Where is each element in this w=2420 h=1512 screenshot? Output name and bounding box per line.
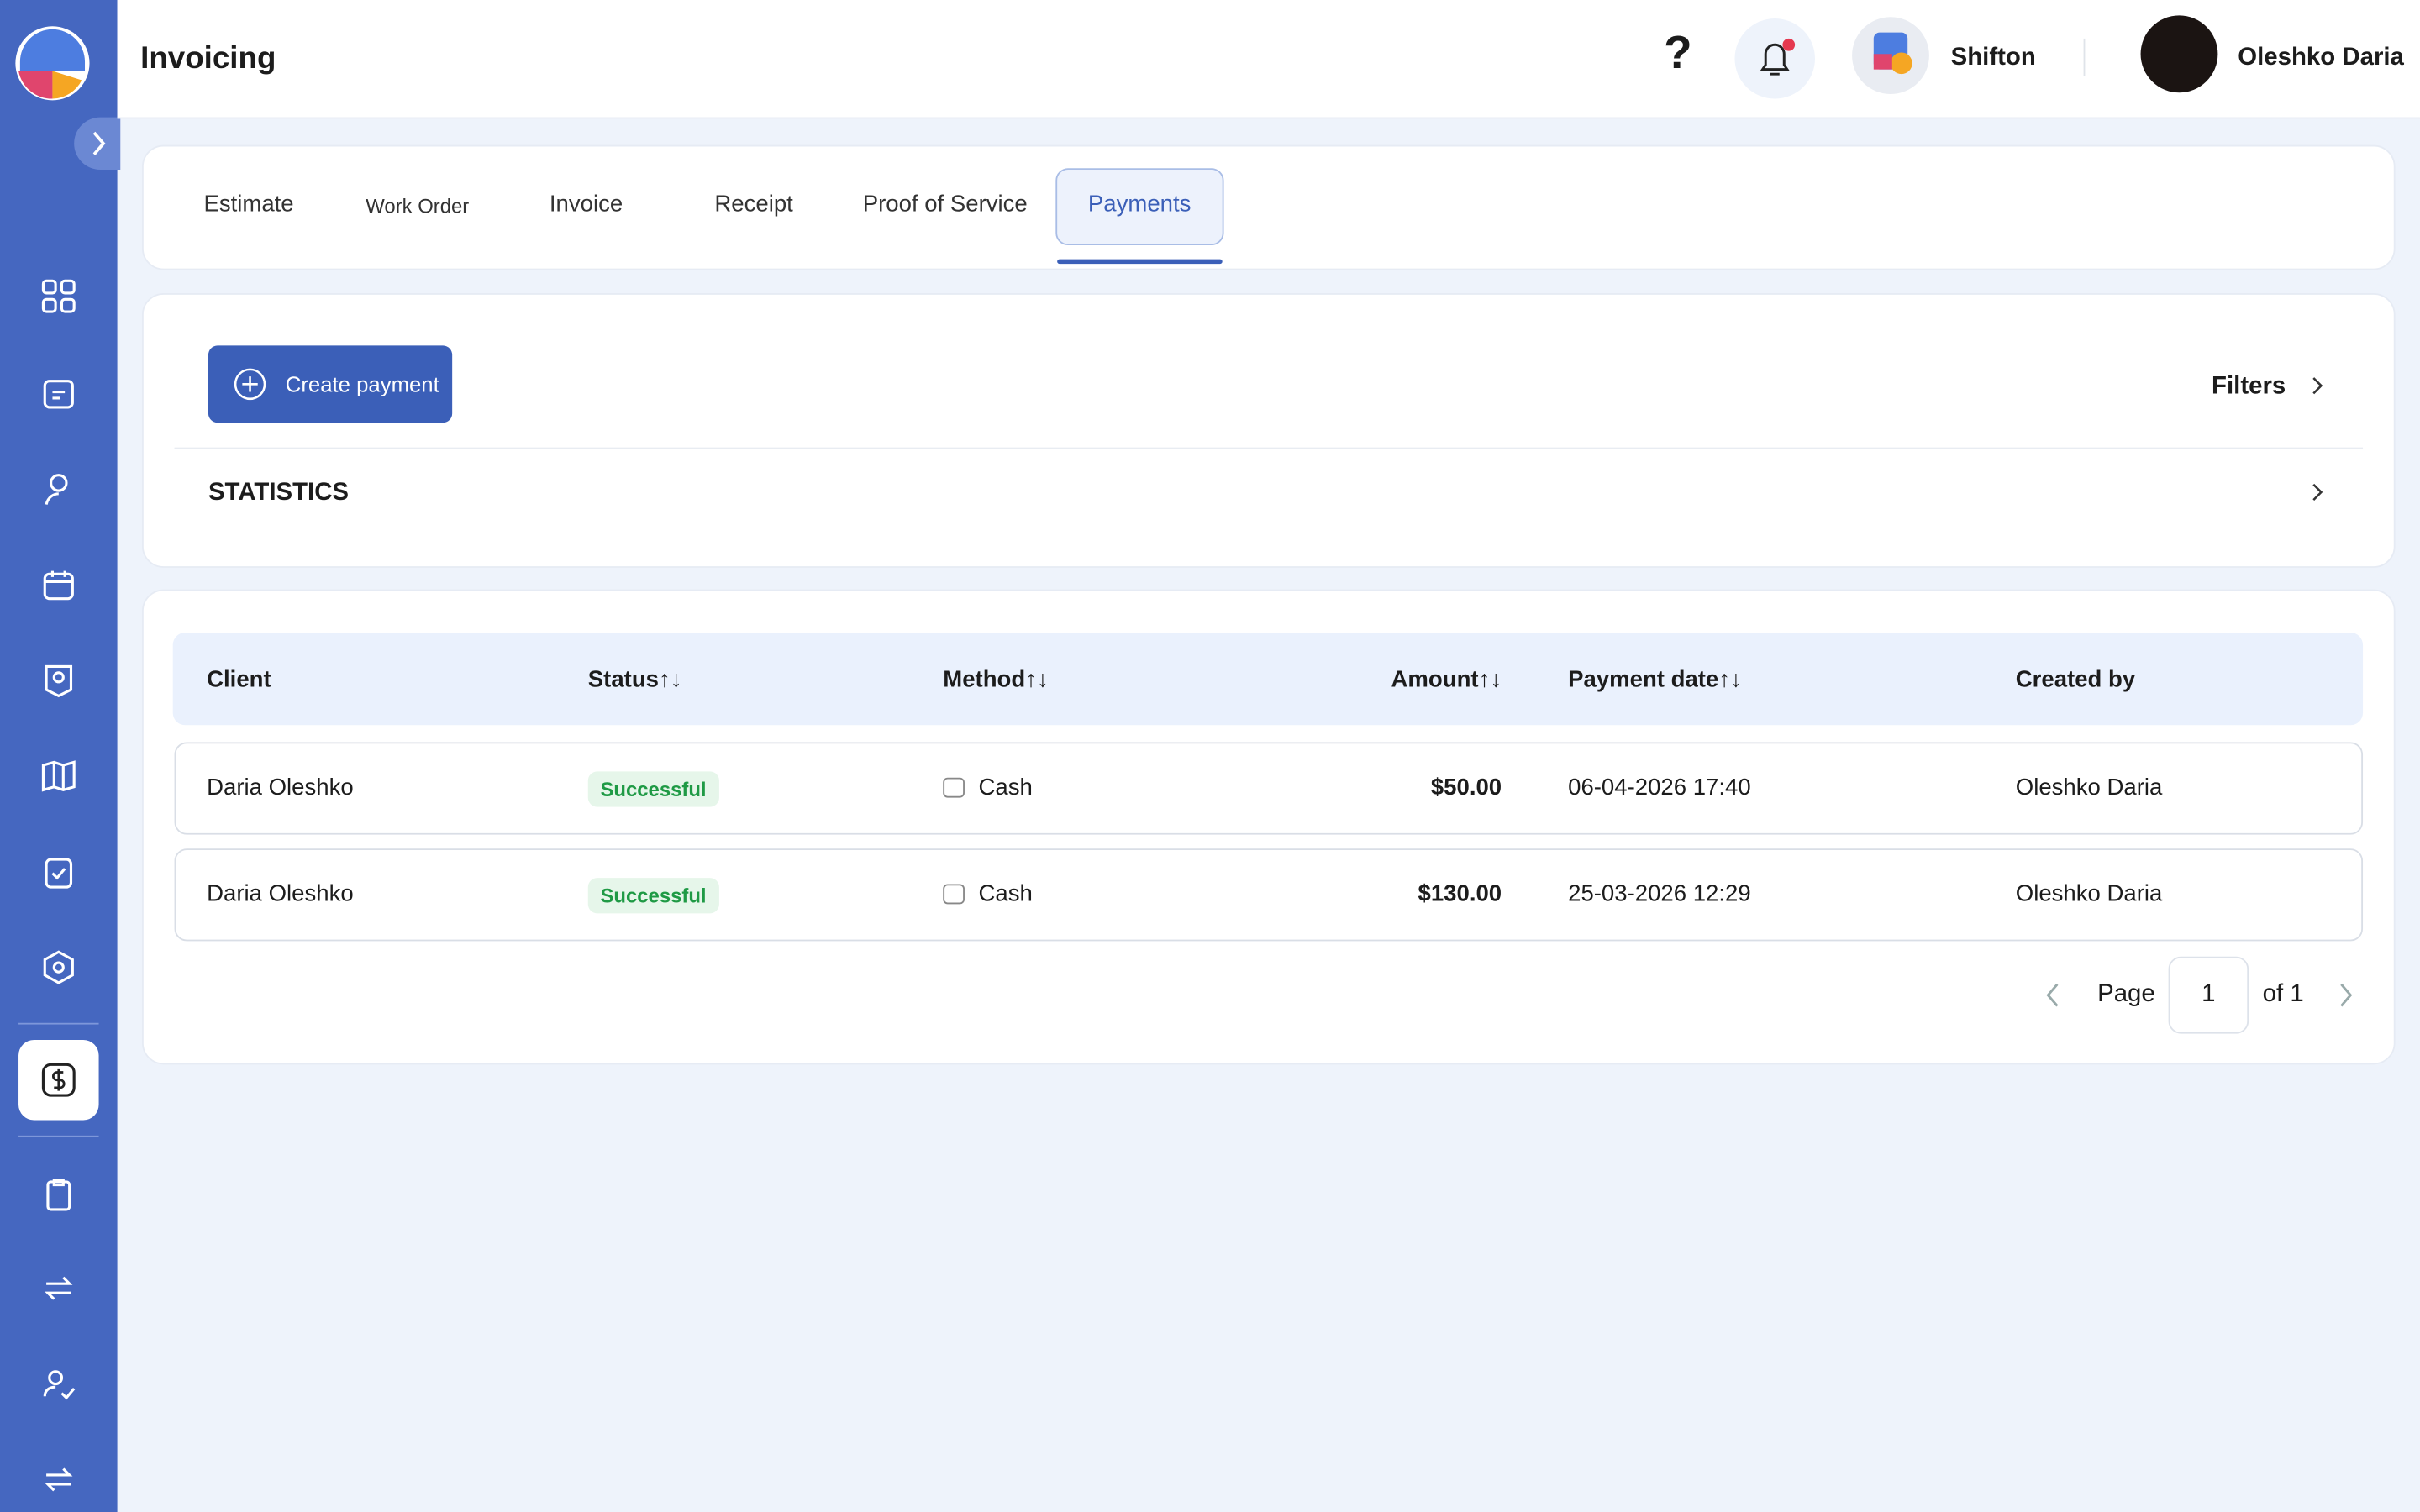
help-button[interactable]: ? [1663, 28, 1692, 79]
table-row [174, 848, 2364, 942]
status-badge: Successful [587, 771, 719, 807]
header: Invoicing ? Shifton Oleshko Daria [117, 0, 2420, 119]
tab[interactable]: Proof of Service [862, 191, 1028, 218]
nav-clipboard[interactable] [40, 1176, 77, 1213]
nav-swap[interactable] [40, 1270, 77, 1307]
column-header[interactable]: Payment date↑↓ [1568, 666, 1742, 693]
toolbar-card: Create payment Filters STATISTICS [141, 292, 2396, 568]
nav-approve[interactable] [40, 1367, 77, 1404]
payment-date: 06-04-2026 17:40 [1568, 774, 1751, 801]
payment-date: 25-03-2026 12:29 [1568, 880, 1751, 907]
wallet-icon [943, 884, 965, 905]
nav-calendar[interactable] [40, 566, 77, 603]
method: Cash [978, 774, 1033, 801]
method: Cash [978, 880, 1033, 907]
wallet-icon [943, 777, 965, 798]
next-page[interactable] [2333, 981, 2358, 1009]
filters-button[interactable]: Filters [2212, 373, 2286, 400]
column-header: Client [207, 666, 271, 693]
sidebar [0, 0, 121, 1512]
tab[interactable]: Invoice [549, 191, 623, 218]
active-tab-underline [1057, 259, 1223, 265]
tabs-card [141, 144, 2396, 270]
page-input[interactable]: 1 [2168, 956, 2249, 1034]
created-by: Oleshko Daria [2015, 880, 2163, 907]
active-tab-box [1055, 168, 1224, 246]
nav-invoicing-active[interactable] [18, 1039, 99, 1121]
create-payment-button[interactable]: Create payment [208, 345, 453, 423]
column-header[interactable]: Status↑↓ [587, 666, 682, 693]
nav-settings[interactable] [40, 949, 77, 986]
page-of-label: of 1 [2262, 981, 2304, 1008]
amount: $130.00 [1418, 880, 1502, 907]
tab[interactable]: Receipt [714, 191, 793, 218]
notifications[interactable] [1734, 18, 1815, 99]
nav-schedule[interactable] [40, 375, 77, 412]
column-header: Created by [2015, 666, 2136, 693]
company-logo [1852, 17, 1929, 95]
nav-profile[interactable] [40, 662, 77, 699]
nav-employees[interactable] [40, 470, 77, 507]
table-row [174, 742, 2364, 835]
client: Daria Oleshko [207, 880, 354, 907]
client: Daria Oleshko [207, 774, 354, 801]
create-payment-label: Create payment [285, 371, 439, 397]
company-name[interactable]: Shifton [1950, 45, 2036, 71]
nav-map[interactable] [40, 758, 77, 795]
user-name[interactable]: Oleshko Daria [2238, 45, 2404, 71]
prev-page[interactable] [2040, 981, 2065, 1009]
collapse-toggle[interactable] [74, 117, 121, 171]
tab[interactable]: Estimate [203, 191, 294, 218]
user-avatar [2140, 15, 2218, 93]
nav-tasks[interactable] [40, 853, 77, 890]
nav-exchange[interactable] [40, 1461, 77, 1498]
column-header[interactable]: Amount↑↓ [1391, 666, 1502, 693]
nav-dashboard[interactable] [40, 278, 77, 315]
tab[interactable]: Payments [1087, 191, 1192, 218]
column-header[interactable]: Method↑↓ [943, 666, 1049, 693]
created-by: Oleshko Daria [2015, 774, 2163, 801]
amount: $50.00 [1430, 774, 1502, 801]
logo [15, 26, 90, 101]
table-header [172, 633, 2364, 726]
page-label: Page [2097, 981, 2155, 1008]
page-title: Invoicing [140, 41, 276, 76]
status-badge: Successful [587, 878, 719, 914]
tab[interactable]: Work Order [366, 194, 470, 218]
statistics-toggle[interactable]: STATISTICS [208, 480, 350, 507]
